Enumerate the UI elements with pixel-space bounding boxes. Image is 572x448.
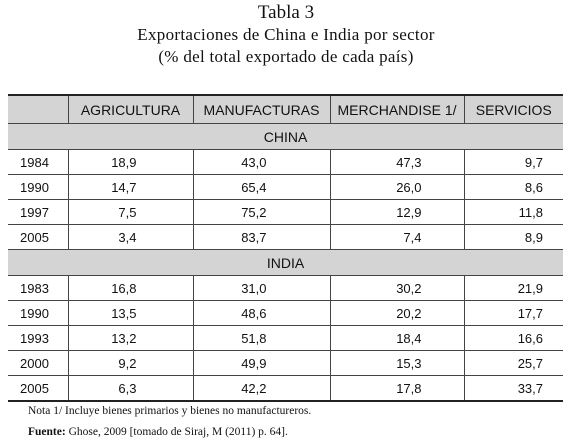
- year-cell: 2005: [8, 224, 69, 250]
- data-row: 2000 9,2 49,9 15,3 25,7: [8, 350, 563, 376]
- value-cell: 14,7: [67, 174, 194, 200]
- data-row: 2005 6,3 42,2 17,8 33,7: [8, 375, 563, 402]
- column-header: MERCHANDISE 1/: [329, 94, 465, 124]
- note: Nota 1/ Incluye bienes primarios y biene…: [28, 405, 312, 417]
- year-cell: 2000: [8, 350, 69, 376]
- source-label: Fuente:: [28, 426, 66, 438]
- value-cell: 25,7: [463, 350, 563, 376]
- source: Fuente: Ghose, 2009 [tomado de Siraj, M …: [28, 426, 288, 438]
- value-cell: 48,6: [192, 300, 331, 326]
- value-cell: 30,2: [329, 275, 465, 301]
- year-cell: 1993: [8, 325, 69, 351]
- data-row: 1990 14,7 65,4 26,0 8,6: [8, 174, 563, 200]
- section-row: CHINA: [8, 123, 563, 150]
- header-row: AGRICULTURA MANUFACTURAS MERCHANDISE 1/SER…: [8, 94, 563, 124]
- value-cell: 12,9: [329, 199, 465, 225]
- year-cell: 2005: [8, 375, 69, 402]
- section-label: INDIA: [8, 249, 563, 276]
- value-cell: 8,9: [463, 224, 563, 250]
- data-row: 1984 18,9 43,0 47,3 9,7: [8, 149, 563, 175]
- value-cell: 16,6: [463, 325, 563, 351]
- value-cell: 18,9: [67, 149, 194, 175]
- value-cell: 7,4: [329, 224, 465, 250]
- subtitle: Exportaciones de China e India por secto…: [137, 25, 435, 44]
- table: AGRICULTURA MANUFACTURAS MERCHANDISE 1/SER…: [8, 94, 563, 402]
- value-cell: 33,7: [463, 375, 563, 402]
- value-cell: 65,4: [192, 174, 331, 200]
- value-cell: 15,3: [329, 350, 465, 376]
- value-cell: 7,5: [67, 199, 194, 225]
- value-cell: 49,9: [192, 350, 331, 376]
- value-cell: 9,7: [463, 149, 563, 175]
- value-cell: 3,4: [67, 224, 194, 250]
- corner-cell: [8, 94, 69, 124]
- value-cell: 11,8: [463, 199, 563, 225]
- data-row: 1990 13,5 48,6 20,2 17,7: [8, 300, 563, 326]
- title: Tabla 3: [257, 2, 315, 23]
- source-text: Ghose, 2009 [tomado de Siraj, M (2011) p…: [68, 426, 288, 438]
- year-cell: 1990: [8, 300, 69, 326]
- value-cell: 42,2: [192, 375, 331, 402]
- section-label: CHINA: [8, 123, 563, 150]
- value-cell: 21,9: [463, 275, 563, 301]
- value-cell: 31,0: [192, 275, 331, 301]
- year-cell: 1997: [8, 199, 69, 225]
- value-cell: 47,3: [329, 149, 465, 175]
- data-row: 1983 16,8 31,0 30,2 21,9: [8, 275, 563, 301]
- year-cell: 1990: [8, 174, 69, 200]
- value-cell: 26,0: [329, 174, 465, 200]
- value-cell: 16,8: [67, 275, 194, 301]
- value-cell: 43,0: [192, 149, 331, 175]
- value-cell: 8,6: [463, 174, 563, 200]
- data-row: 1993 13,2 51,8 18,4 16,6: [8, 325, 563, 351]
- value-cell: 51,8: [192, 325, 331, 351]
- value-cell: 75,2: [192, 199, 331, 225]
- table-body: CHINA 1984 18,9 43,0 47,3 9,7 1990 14,7 65,4 26,0…: [8, 123, 563, 402]
- value-cell: 9,2: [67, 350, 194, 376]
- year-cell: 1984: [8, 149, 69, 175]
- column-header: SERVICIOS: [463, 94, 563, 124]
- subtitle: (% del total exportado de cada país): [158, 47, 414, 66]
- data-row: 2005 3,4 83,7 7,4 8,9: [8, 224, 563, 250]
- value-cell: 17,8: [329, 375, 465, 402]
- data-row: 1997 7,5 75,2 12,9 11,8: [8, 199, 563, 225]
- column-header: AGRICULTURA: [67, 94, 194, 124]
- section-row: INDIA: [8, 249, 563, 276]
- value-cell: 13,5: [67, 300, 194, 326]
- value-cell: 6,3: [67, 375, 194, 402]
- column-header: MANUFACTURAS: [192, 94, 331, 124]
- value-cell: 13,2: [67, 325, 194, 351]
- value-cell: 83,7: [192, 224, 331, 250]
- year-cell: 1983: [8, 275, 69, 301]
- value-cell: 17,7: [463, 300, 563, 326]
- value-cell: 20,2: [329, 300, 465, 326]
- value-cell: 18,4: [329, 325, 465, 351]
